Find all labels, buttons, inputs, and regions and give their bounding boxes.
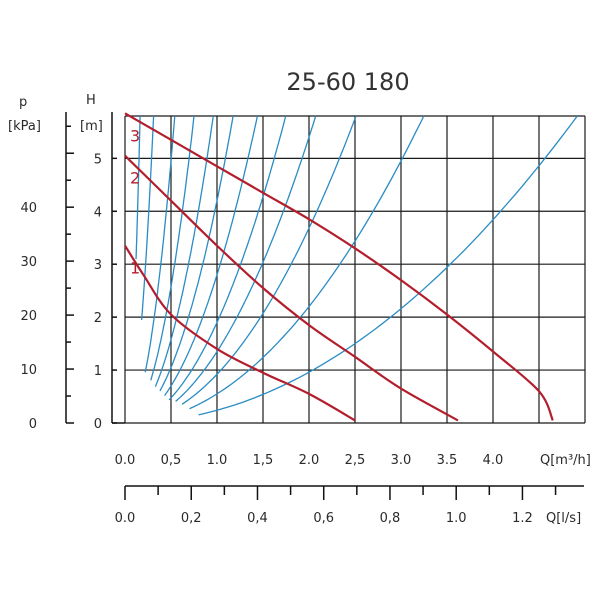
flow-m3h-tick-label: 4.0	[483, 453, 504, 468]
flow-m3h-tick-label: 2,5	[345, 453, 366, 468]
flow-ls-tick-label: 0,6	[313, 511, 334, 526]
head-axis-name: H	[86, 93, 96, 108]
flow-ls-tick-label: 0,2	[181, 511, 202, 526]
system-curve	[164, 115, 259, 396]
head-axis-unit: [m]	[80, 119, 103, 134]
pump-curves: 1 2 3	[124, 112, 554, 422]
flow-ls-axis-label: Q[l/s]	[546, 511, 581, 526]
pressure-tick-label: 40	[20, 201, 37, 216]
flow-m3h-tick-label: 0,5	[161, 453, 182, 468]
pressure-axis-unit: [kPa]	[8, 119, 41, 134]
system-curve	[159, 115, 234, 392]
system-curve	[154, 115, 214, 387]
flow-ls-tick-label: 0,4	[247, 511, 268, 526]
flow-m3h-tick-label: 1,5	[253, 453, 274, 468]
flow-m3h-tick-label: 3.5	[437, 453, 458, 468]
system-curve	[150, 115, 195, 381]
pump-curve-label: 2	[130, 169, 140, 188]
axes	[65, 112, 584, 500]
flow-ls-tick-label: 1.0	[446, 511, 467, 526]
flow-ls-tick-label: 0,8	[380, 511, 401, 526]
system-curves	[135, 115, 578, 416]
pump-curve-label: 1	[130, 259, 140, 278]
head-tick-label: 2	[94, 311, 102, 326]
system-curve	[168, 115, 287, 401]
system-curve	[181, 115, 357, 405]
flow-m3h-tick-label: 2.0	[299, 453, 320, 468]
system-curve	[140, 115, 155, 321]
flow-m3h-tick-label: 3.0	[391, 453, 412, 468]
head-tick-label: 4	[94, 205, 102, 220]
labels: 0 1 2 3 4 5 H [m] 0 10 20 30 40 p [kPa] 0.0 0,5 1.0 1,5 2.0…	[8, 93, 591, 526]
pump-curve-label: 3	[130, 126, 140, 145]
system-curve	[175, 115, 317, 402]
pressure-tick-label: 30	[20, 255, 37, 270]
pressure-tick-label: 0	[29, 417, 37, 432]
pump-curve-2	[124, 154, 459, 422]
flow-ls-tick-label: 0.0	[115, 511, 136, 526]
system-curve	[144, 115, 176, 373]
chart-title: 25-60 180	[286, 68, 409, 96]
system-curve	[135, 115, 141, 260]
pressure-axis-name: p	[19, 95, 27, 110]
flow-m3h-tick-label: 0.0	[115, 453, 136, 468]
head-tick-label: 3	[94, 258, 102, 273]
pressure-tick-label: 20	[20, 309, 37, 324]
system-curve	[198, 115, 578, 416]
head-tick-label: 5	[94, 152, 102, 167]
pump-curve-1	[124, 245, 356, 422]
head-tick-label: 1	[94, 364, 102, 379]
pressure-tick-label: 10	[20, 363, 37, 378]
flow-ls-tick-label: 1.2	[512, 511, 533, 526]
grid	[124, 115, 586, 424]
pump-curve-3	[124, 112, 554, 421]
flow-m3h-axis-label: Q[m³/h]	[540, 453, 591, 468]
head-tick-label: 0	[94, 417, 102, 432]
system-curve	[189, 115, 425, 410]
flow-m3h-tick-label: 1.0	[207, 453, 228, 468]
